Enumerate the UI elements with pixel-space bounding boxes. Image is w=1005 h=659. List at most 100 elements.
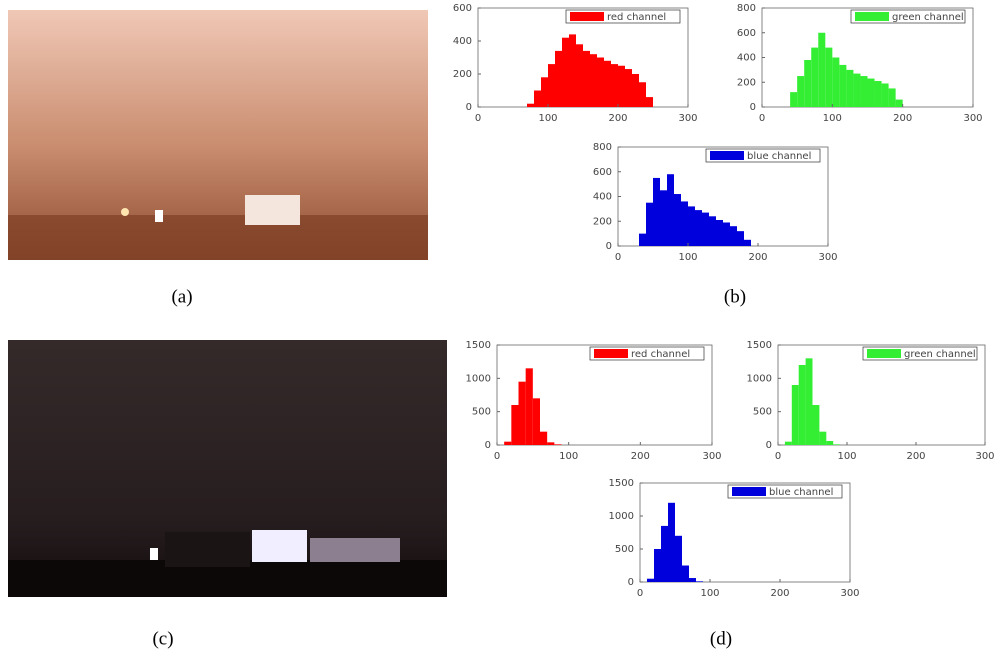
legend-swatch [732, 487, 766, 496]
histogram-bar [695, 210, 702, 246]
caption: (b) [724, 286, 746, 307]
y-tick-label: 0 [466, 102, 472, 113]
histogram-bar [792, 385, 799, 445]
histogram-bar [702, 213, 709, 246]
x-tick-label: 300 [975, 451, 994, 462]
histogram-bar [833, 444, 840, 445]
histogram-bar [569, 34, 576, 107]
y-tick-label: 200 [737, 77, 756, 88]
x-tick-label: 100 [678, 252, 697, 263]
histogram-bar [674, 194, 681, 246]
x-tick-label: 200 [631, 451, 650, 462]
histogram-bar [882, 83, 889, 107]
histogram-bar [806, 358, 813, 445]
histogram-bar [846, 70, 853, 107]
x-tick-label: 0 [494, 451, 500, 462]
histogram-bar [519, 382, 526, 445]
x-tick-label: 200 [770, 588, 789, 599]
histogram-bar [647, 579, 654, 582]
histogram-bar [653, 178, 660, 246]
x-tick-label: 0 [475, 113, 481, 124]
y-tick-label: 1500 [609, 478, 634, 489]
histogram-bar [555, 51, 562, 107]
histogram-bar [709, 216, 716, 246]
legend-swatch [570, 12, 604, 21]
x-tick-label: 300 [702, 451, 721, 462]
histogram-bar [804, 60, 811, 107]
y-tick-label: 400 [737, 53, 756, 64]
histogram-bar [832, 58, 839, 108]
caption: (d) [710, 628, 732, 649]
histogram-bar [716, 220, 723, 246]
histogram-bar [896, 100, 903, 107]
histogram-bar [597, 58, 604, 108]
histogram-bar [646, 203, 653, 246]
y-tick-label: 600 [593, 167, 612, 178]
y-tick-label: 1000 [747, 373, 772, 384]
x-tick-label: 0 [637, 588, 643, 599]
x-tick-label: 100 [700, 588, 719, 599]
histogram-bar [675, 536, 682, 582]
histogram-bar [562, 38, 569, 107]
histogram-bar [875, 81, 882, 107]
y-tick-label: 0 [606, 241, 612, 252]
histogram-bar [541, 77, 548, 107]
histogram-bar [681, 201, 688, 246]
y-tick-label: 0 [628, 577, 634, 588]
legend-label: red channel [631, 349, 690, 360]
histogram-bar [527, 104, 534, 107]
photo-dehazed [8, 340, 447, 597]
histogram-bar [889, 88, 896, 107]
histogram-bar [576, 44, 583, 107]
histogram-bar [639, 234, 646, 246]
histogram-bar [790, 92, 797, 107]
histogram-bar [547, 442, 554, 445]
histogram-bar [668, 503, 675, 582]
legend-label: green channel [892, 12, 964, 23]
y-tick-label: 0 [485, 440, 491, 451]
photo-hazy [8, 10, 428, 260]
histogram-bar [744, 240, 751, 246]
x-tick-label: 300 [818, 252, 837, 263]
x-tick-label: 300 [963, 113, 982, 124]
histogram-bar [554, 444, 561, 445]
histogram-bar [504, 442, 511, 445]
x-tick-label: 200 [608, 113, 627, 124]
histogram-bar [534, 91, 541, 108]
y-tick-label: 600 [453, 3, 472, 14]
legend-label: blue channel [747, 151, 811, 162]
histogram-bar [632, 74, 639, 107]
histogram-bar [611, 64, 618, 107]
x-tick-label: 200 [906, 451, 925, 462]
histogram-bar [540, 432, 547, 445]
histogram-bar [639, 82, 646, 107]
y-tick-label: 0 [766, 440, 772, 451]
y-tick-label: 600 [737, 28, 756, 39]
histogram-bar [853, 74, 860, 107]
x-tick-label: 100 [538, 113, 557, 124]
histogram-bar [661, 526, 668, 582]
y-tick-label: 1500 [466, 340, 491, 351]
x-tick-label: 100 [823, 113, 842, 124]
histogram-bar [526, 368, 533, 445]
histogram-bar [548, 64, 555, 107]
histogram-bar [511, 405, 518, 445]
legend-label: green channel [904, 349, 976, 360]
y-tick-label: 1000 [609, 511, 634, 522]
histogram-bar [811, 48, 818, 107]
histogram-bar [826, 441, 833, 445]
histogram-bar [839, 65, 846, 107]
histogram-bar [646, 97, 653, 107]
histogram-bar [819, 432, 826, 445]
histogram-bar [785, 442, 792, 445]
histogram-bar [682, 566, 689, 583]
legend-label: blue channel [769, 487, 833, 498]
x-tick-label: 0 [759, 113, 765, 124]
y-tick-label: 1000 [466, 373, 491, 384]
x-tick-label: 0 [615, 252, 621, 263]
y-tick-label: 500 [753, 407, 772, 418]
histogram-bar [730, 226, 737, 246]
histogram-bar [696, 581, 703, 582]
histogram-bar [618, 66, 625, 107]
histogram-bar [825, 48, 832, 107]
